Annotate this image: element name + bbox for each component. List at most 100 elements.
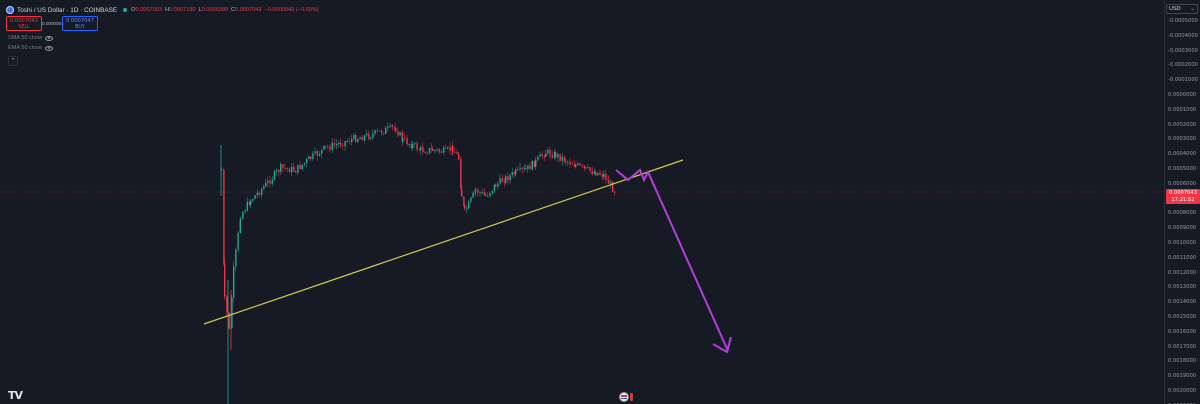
candle-body bbox=[280, 164, 282, 172]
price-scale-label: 0.0019000 bbox=[1168, 373, 1197, 380]
candle-body bbox=[497, 183, 499, 187]
indicator-ema[interactable]: EMA 50 close bbox=[8, 45, 54, 51]
candle-body bbox=[267, 180, 269, 183]
candle-body bbox=[461, 188, 463, 197]
candle-body bbox=[237, 232, 239, 250]
candle-body bbox=[254, 195, 256, 200]
candle-body bbox=[517, 169, 519, 170]
eye-icon[interactable] bbox=[45, 45, 54, 51]
candle-body bbox=[282, 164, 284, 168]
candle-body bbox=[458, 153, 460, 160]
candle-body bbox=[523, 168, 526, 170]
candle-body bbox=[348, 141, 351, 143]
trendline-drawing[interactable] bbox=[203, 159, 684, 325]
sell-button[interactable]: 0.0007043 SELL bbox=[6, 16, 42, 31]
ohlc-low-key: L bbox=[198, 7, 202, 13]
candle-body bbox=[515, 169, 517, 175]
candle-body bbox=[460, 159, 462, 189]
candle-body bbox=[593, 171, 596, 175]
ohlc-close-key: C bbox=[231, 7, 236, 13]
candle-body bbox=[338, 142, 340, 145]
candle-body bbox=[511, 172, 513, 176]
tradingview-logo-icon[interactable]: TV bbox=[8, 389, 23, 402]
us-flag-event-icon[interactable] bbox=[619, 392, 629, 402]
candle-body bbox=[284, 167, 286, 169]
ohlc-close-value: 0.0007043 bbox=[235, 7, 262, 13]
price-scale-label: 0.0013000 bbox=[1168, 284, 1197, 291]
buy-label: BUY bbox=[75, 24, 85, 30]
candle-body bbox=[422, 147, 424, 153]
candle-body bbox=[436, 149, 438, 151]
candle-body bbox=[248, 201, 251, 205]
currency-select[interactable]: USD ⌄ bbox=[1166, 4, 1198, 14]
indicator-sma[interactable]: SMA 50 close bbox=[8, 35, 54, 41]
candle-body bbox=[529, 165, 531, 170]
candle-body bbox=[579, 163, 581, 166]
chevron-up-icon[interactable]: ⌃ bbox=[8, 56, 18, 66]
candle-body bbox=[533, 160, 536, 167]
candle-body bbox=[470, 197, 472, 202]
chart-canvas[interactable] bbox=[0, 0, 1164, 404]
ohlc-low-value: 0.0006988 bbox=[201, 7, 229, 13]
chart-pane[interactable] bbox=[0, 0, 1164, 404]
candle-body bbox=[503, 181, 506, 183]
candle-body bbox=[474, 190, 476, 193]
candle-body bbox=[595, 171, 597, 176]
candle-body bbox=[509, 175, 511, 181]
symbol-logo-icon[interactable] bbox=[6, 6, 14, 14]
candle-body bbox=[456, 152, 458, 154]
candle-body bbox=[591, 170, 593, 175]
candle-body bbox=[355, 135, 357, 142]
candle-body bbox=[555, 152, 557, 158]
candle-body bbox=[463, 196, 465, 206]
ohlc-open-key: O bbox=[131, 7, 136, 13]
symbol-title[interactable]: Toshi / US Dollar · 1D · COINBASE bbox=[17, 6, 118, 14]
candle-body bbox=[541, 154, 543, 156]
candle-body bbox=[605, 173, 607, 181]
candle-body bbox=[567, 161, 569, 163]
candle-body bbox=[239, 219, 241, 233]
price-scale-label: 0.0018000 bbox=[1168, 358, 1197, 365]
price-scale-label: -0.0001000 bbox=[1168, 77, 1198, 84]
ohlc-high-key: H bbox=[164, 7, 170, 13]
price-scale-label: 0.0001000 bbox=[1168, 106, 1197, 113]
buy-button[interactable]: 0.0007047 BUY bbox=[62, 16, 98, 31]
price-scale-label: -0.0005000 bbox=[1168, 18, 1198, 24]
candle-body bbox=[573, 164, 576, 167]
candle-body bbox=[286, 168, 288, 170]
candle-body bbox=[368, 133, 370, 139]
candle-body bbox=[366, 133, 368, 136]
ohlc-change-value: −0.0000049 (−0.69%) bbox=[264, 7, 319, 13]
candles bbox=[220, 122, 616, 404]
candle-body bbox=[575, 164, 577, 167]
candle-body bbox=[278, 170, 280, 172]
candle-body bbox=[393, 127, 396, 129]
price-scale-label: 0.0009000 bbox=[1168, 225, 1197, 232]
candle-body bbox=[244, 210, 246, 213]
candle-body bbox=[472, 192, 474, 198]
candle-body bbox=[246, 201, 248, 211]
price-scale-label: 0.0002000 bbox=[1168, 121, 1197, 128]
candle-body bbox=[404, 138, 406, 140]
candle-body bbox=[233, 266, 235, 298]
candle-body bbox=[527, 165, 529, 170]
candle-body bbox=[376, 130, 378, 132]
candle-body bbox=[557, 154, 559, 158]
candle-body bbox=[608, 180, 610, 184]
projection-arrow-drawing[interactable] bbox=[615, 168, 729, 352]
candle-body bbox=[318, 153, 321, 156]
price-scale-label: 0.0011000 bbox=[1168, 254, 1197, 261]
candle-body bbox=[293, 166, 295, 172]
candle-body bbox=[223, 169, 225, 264]
sell-label: SELL bbox=[18, 24, 30, 30]
candle-body bbox=[563, 156, 566, 162]
candle-body bbox=[276, 170, 278, 172]
event-marker-icon[interactable] bbox=[630, 393, 633, 401]
candle-body bbox=[250, 200, 252, 205]
candle-body bbox=[303, 162, 306, 165]
eye-icon[interactable] bbox=[45, 35, 54, 41]
candle-body bbox=[410, 143, 413, 149]
candle-body bbox=[242, 212, 244, 219]
candle-body bbox=[583, 165, 586, 169]
price-scale-label: 0.0005000 bbox=[1168, 166, 1197, 172]
